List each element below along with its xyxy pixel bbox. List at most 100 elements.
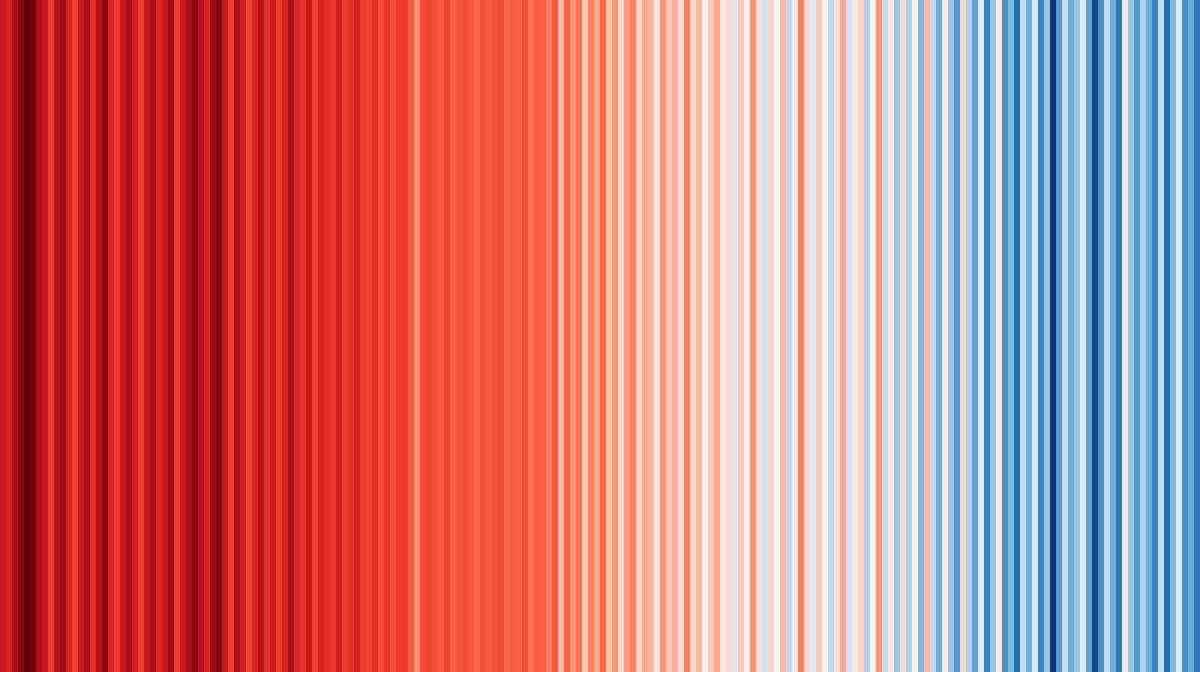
stripe bbox=[1044, 0, 1051, 672]
stripe bbox=[768, 0, 775, 672]
stripe bbox=[1170, 0, 1177, 672]
stripe bbox=[582, 0, 589, 672]
stripe bbox=[450, 0, 457, 672]
stripe bbox=[510, 0, 517, 672]
stripe bbox=[762, 0, 769, 672]
stripe bbox=[672, 0, 679, 672]
stripe bbox=[240, 0, 247, 672]
stripe bbox=[180, 0, 187, 672]
stripe bbox=[312, 0, 319, 672]
stripe bbox=[576, 0, 583, 672]
stripe bbox=[492, 0, 499, 672]
stripe bbox=[846, 0, 853, 672]
stripe bbox=[732, 0, 739, 672]
stripe bbox=[1038, 0, 1045, 672]
stripe bbox=[198, 0, 205, 672]
stripe bbox=[882, 0, 889, 672]
stripe bbox=[948, 0, 955, 672]
stripe bbox=[888, 0, 895, 672]
stripe bbox=[402, 0, 409, 672]
stripe bbox=[78, 0, 85, 672]
stripe bbox=[1080, 0, 1087, 672]
stripe bbox=[942, 0, 949, 672]
stripe bbox=[798, 0, 805, 672]
stripe bbox=[108, 0, 115, 672]
stripe bbox=[726, 0, 733, 672]
stripe bbox=[96, 0, 103, 672]
stripe bbox=[708, 0, 715, 672]
stripe bbox=[1158, 0, 1165, 672]
stripe bbox=[480, 0, 487, 672]
stripe bbox=[72, 0, 79, 672]
stripe bbox=[918, 0, 925, 672]
stripe bbox=[792, 0, 799, 672]
stripe bbox=[30, 0, 37, 672]
stripe bbox=[354, 0, 361, 672]
stripe bbox=[36, 0, 43, 672]
stripe bbox=[420, 0, 427, 672]
stripe bbox=[210, 0, 217, 672]
stripe bbox=[1050, 0, 1057, 672]
stripe bbox=[810, 0, 817, 672]
stripe bbox=[966, 0, 973, 672]
stripe bbox=[318, 0, 325, 672]
stripe bbox=[546, 0, 553, 672]
stripe bbox=[1140, 0, 1147, 672]
stripe bbox=[678, 0, 685, 672]
stripe bbox=[858, 0, 865, 672]
stripe bbox=[1020, 0, 1027, 672]
stripe bbox=[12, 0, 19, 672]
stripe bbox=[144, 0, 151, 672]
stripe bbox=[1110, 0, 1117, 672]
stripe bbox=[624, 0, 631, 672]
stripe bbox=[138, 0, 145, 672]
stripe bbox=[282, 0, 289, 672]
stripe bbox=[258, 0, 265, 672]
stripe bbox=[972, 0, 979, 672]
stripe bbox=[570, 0, 577, 672]
stripe bbox=[0, 0, 7, 672]
stripe bbox=[192, 0, 199, 672]
stripe bbox=[156, 0, 163, 672]
stripe bbox=[498, 0, 505, 672]
stripe bbox=[540, 0, 547, 672]
stripe bbox=[1104, 0, 1111, 672]
stripe bbox=[978, 0, 985, 672]
stripe bbox=[462, 0, 469, 672]
stripe bbox=[1068, 0, 1075, 672]
stripe bbox=[252, 0, 259, 672]
stripe bbox=[366, 0, 373, 672]
stripe bbox=[912, 0, 919, 672]
stripe bbox=[816, 0, 823, 672]
stripe bbox=[120, 0, 127, 672]
stripe bbox=[522, 0, 529, 672]
stripe bbox=[702, 0, 709, 672]
stripe bbox=[1188, 0, 1195, 672]
stripe bbox=[114, 0, 121, 672]
stripe bbox=[306, 0, 313, 672]
stripe bbox=[360, 0, 367, 672]
stripe bbox=[654, 0, 661, 672]
stripe bbox=[690, 0, 697, 672]
stripe bbox=[1062, 0, 1069, 672]
stripe bbox=[1182, 0, 1189, 672]
stripe bbox=[984, 0, 991, 672]
stripe bbox=[390, 0, 397, 672]
stripe bbox=[60, 0, 67, 672]
stripe bbox=[600, 0, 607, 672]
stripe bbox=[660, 0, 667, 672]
stripe bbox=[426, 0, 433, 672]
stripe bbox=[468, 0, 475, 672]
stripe bbox=[1098, 0, 1105, 672]
stripe bbox=[744, 0, 751, 672]
stripe bbox=[1026, 0, 1033, 672]
stripe bbox=[66, 0, 73, 672]
stripe bbox=[384, 0, 391, 672]
stripe bbox=[840, 0, 847, 672]
stripe bbox=[1014, 0, 1021, 672]
stripe bbox=[432, 0, 439, 672]
stripe bbox=[372, 0, 379, 672]
stripe bbox=[696, 0, 703, 672]
stripe bbox=[102, 0, 109, 672]
